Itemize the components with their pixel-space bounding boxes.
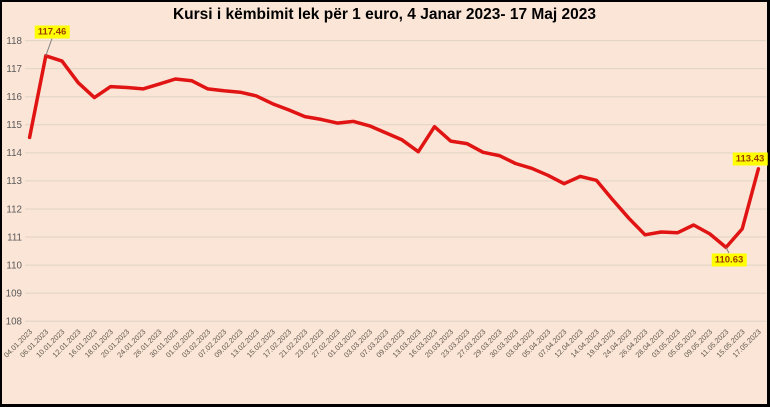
y-axis-tick-label: 117 [6, 64, 22, 75]
y-axis-tick-label: 115 [6, 120, 22, 131]
data-label-last: 113.43 [732, 152, 768, 166]
data-label-minimum: 110.63 [711, 253, 747, 267]
annotation-leader-line [45, 38, 53, 56]
data-label-peak: 117.46 [34, 25, 70, 38]
y-axis-tick-label: 113 [6, 176, 22, 187]
y-axis-tick-label: 116 [6, 92, 22, 103]
y-axis-tick-label: 114 [6, 148, 22, 159]
y-axis-tick-label: 111 [7, 232, 22, 243]
y-axis-tick-label: 110 [6, 260, 22, 271]
y-axis-tick-label: 118 [6, 36, 22, 47]
y-axis-tick-label: 109 [6, 288, 22, 299]
y-axis-tick-label: 108 [6, 317, 23, 328]
exchange-rate-line [27, 54, 761, 250]
chart-title: Kursi i këmbimit lek për 1 euro, 4 Janar… [172, 6, 597, 23]
y-axis-tick-label: 112 [6, 204, 22, 215]
annotation-leader-line [725, 247, 730, 254]
